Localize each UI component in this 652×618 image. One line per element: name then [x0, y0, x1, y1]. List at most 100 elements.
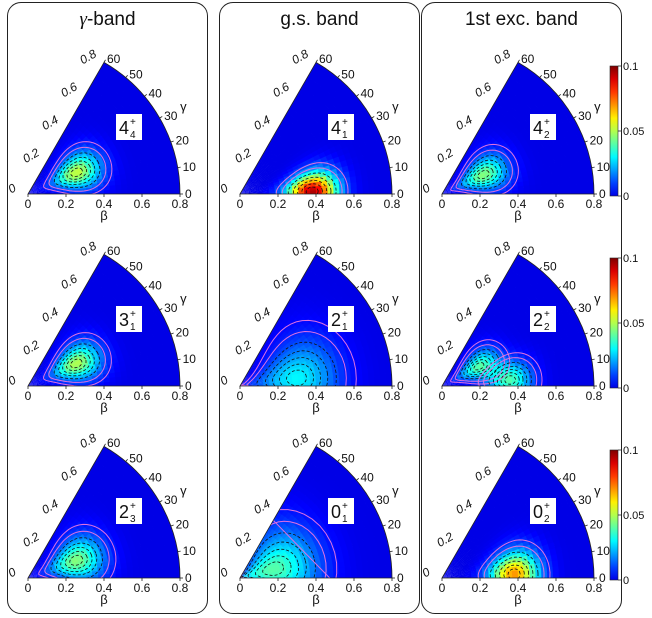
- state-label-subscript: 2: [544, 322, 550, 333]
- column-title-text: g.s. band: [280, 9, 359, 30]
- beta-edge-tick-label: 0.2: [232, 145, 254, 166]
- gamma-tick: [337, 459, 340, 462]
- gamma-tick: [315, 59, 318, 63]
- heatmap-cells: [442, 446, 594, 578]
- state-label-superscript: +: [544, 117, 550, 128]
- contour-lines: [275, 162, 349, 195]
- state-label: 2 +1: [328, 306, 354, 333]
- gamma-tick-label: 20: [176, 326, 190, 340]
- state-label-superscript: +: [342, 309, 348, 320]
- gamma-tick-label: 20: [590, 326, 604, 340]
- state-label-box: [530, 114, 556, 140]
- beta-tick-label: 0.2: [270, 581, 287, 595]
- beta-tick-label: 0: [237, 197, 244, 211]
- gamma-tick-label: 50: [129, 451, 143, 465]
- beta-tick-label: 0.8: [384, 197, 401, 211]
- gamma-tick: [356, 286, 359, 289]
- gamma-tick-label: 0: [599, 571, 606, 585]
- state-label-box: [116, 498, 142, 524]
- beta-edge-tick-label: 0: [6, 373, 19, 389]
- beta-tick-label: 0.6: [134, 581, 151, 595]
- beta-axis: 0 0.2 0.4 0.6 0.8 β: [237, 578, 401, 607]
- state-label-superscript: +: [544, 501, 550, 512]
- gamma-tick: [371, 500, 375, 503]
- beta-edge-tick-label: 0.2: [20, 337, 42, 358]
- beta-tick-label: 0.2: [472, 197, 489, 211]
- gamma-tick-label: 0: [185, 571, 192, 585]
- beta-edge-tick-label: 0.2: [434, 529, 456, 550]
- gamma-tick-label: 60: [107, 52, 121, 66]
- beta-edge-tick-label: 0: [420, 373, 433, 389]
- beta-edge-tick-label: 0.8: [491, 431, 513, 452]
- state-label-box: [328, 306, 354, 332]
- gamma-tick-label: 0: [397, 379, 404, 393]
- beta-tick-label: 0.2: [270, 389, 287, 403]
- state-label-number: 2: [533, 310, 543, 330]
- gamma-tick-label: 30: [376, 493, 390, 507]
- beta-tick-label: 0: [237, 581, 244, 595]
- beta-tick-label: 0.4: [510, 581, 527, 595]
- gamma-tick-label: 40: [563, 279, 577, 293]
- beta-edge-tick-label: 0: [218, 373, 231, 389]
- gamma-tick-label: 40: [361, 87, 375, 101]
- colorbar: 0 0.05 0.1: [609, 445, 644, 587]
- contour-lines: [477, 539, 551, 578]
- beta-tick-label: 0.4: [96, 389, 113, 403]
- gamma-axis-label: γ: [180, 99, 187, 114]
- beta-edge-tick-label: 0.8: [289, 431, 311, 452]
- gamma-tick-label: 60: [319, 244, 333, 258]
- column-title-first-excited-band: 1st exc. band: [422, 9, 621, 31]
- state-label-subscript: 3: [130, 514, 136, 525]
- state-label-subscript: 1: [130, 322, 136, 333]
- beta-axis: 0 0.2 0.4 0.6 0.8 β: [25, 386, 189, 415]
- beta-tick-label: 0.8: [586, 581, 603, 595]
- polar-plot-2-2: 0 0.2 0.4 0.6 0.8β00.20.40.60.80102030405060…: [420, 239, 611, 415]
- gamma-tick: [371, 116, 375, 119]
- colorbar-tick-label: 0.05: [623, 318, 644, 330]
- state-label-box: [328, 498, 354, 524]
- column-title-gamma-band: γ-band: [8, 9, 207, 31]
- gamma-tick-label: 30: [376, 301, 390, 315]
- gamma-tick: [170, 140, 174, 143]
- gamma-tick-label: 30: [578, 301, 592, 315]
- gamma-tick: [389, 550, 393, 552]
- gamma-tick: [573, 116, 577, 119]
- beta-tick-label: 0.2: [58, 389, 75, 403]
- contour-lines: [42, 332, 112, 386]
- colorbar-gradient: [609, 449, 619, 581]
- beta-axis-label: β: [312, 208, 319, 223]
- gamma-tick: [382, 332, 386, 335]
- beta-tick-label: 0.6: [346, 389, 363, 403]
- colorbar-tick-label: 0.1: [623, 253, 638, 265]
- gamma-tick-label: 40: [563, 471, 577, 485]
- contour-lines: [38, 523, 117, 578]
- gamma-tick-label: 0: [185, 187, 192, 201]
- beta-tick-label: 0.6: [134, 197, 151, 211]
- colorbar: 0 0.05 0.1: [609, 61, 644, 203]
- gamma-tick-label: 10: [597, 352, 611, 366]
- gamma-tick-label: 0: [599, 379, 606, 393]
- contour-lines: [450, 143, 519, 195]
- contour-lines: [450, 339, 543, 386]
- gamma-tick-label: 40: [149, 279, 163, 293]
- beta-edge-tick-label: 0.2: [232, 337, 254, 358]
- gamma-tick-label: 60: [107, 244, 121, 258]
- gamma-tick-label: 20: [388, 326, 402, 340]
- polar-plot-2-1: 0 0.2 0.4 0.6 0.8β00.20.40.60.80102030405060…: [218, 239, 409, 415]
- state-label-subscript: 2: [544, 130, 550, 141]
- beta-tick-label: 0.6: [548, 197, 565, 211]
- gamma-tick-label: 20: [176, 518, 190, 532]
- beta-axis-label: β: [312, 592, 319, 607]
- state-label-subscript: 1: [342, 514, 348, 525]
- contour-lines: [43, 141, 113, 195]
- beta-tick-label: 0.4: [510, 389, 527, 403]
- beta-edge-tick-label: 0.6: [270, 271, 292, 292]
- gamma-axis-label: γ: [594, 99, 601, 114]
- gamma-tick-label: 40: [563, 87, 577, 101]
- beta-tick-label: 0.8: [586, 389, 603, 403]
- beta-edge-tick-label: 0.6: [58, 79, 80, 100]
- beta-edge-tick-label: 0: [6, 181, 19, 197]
